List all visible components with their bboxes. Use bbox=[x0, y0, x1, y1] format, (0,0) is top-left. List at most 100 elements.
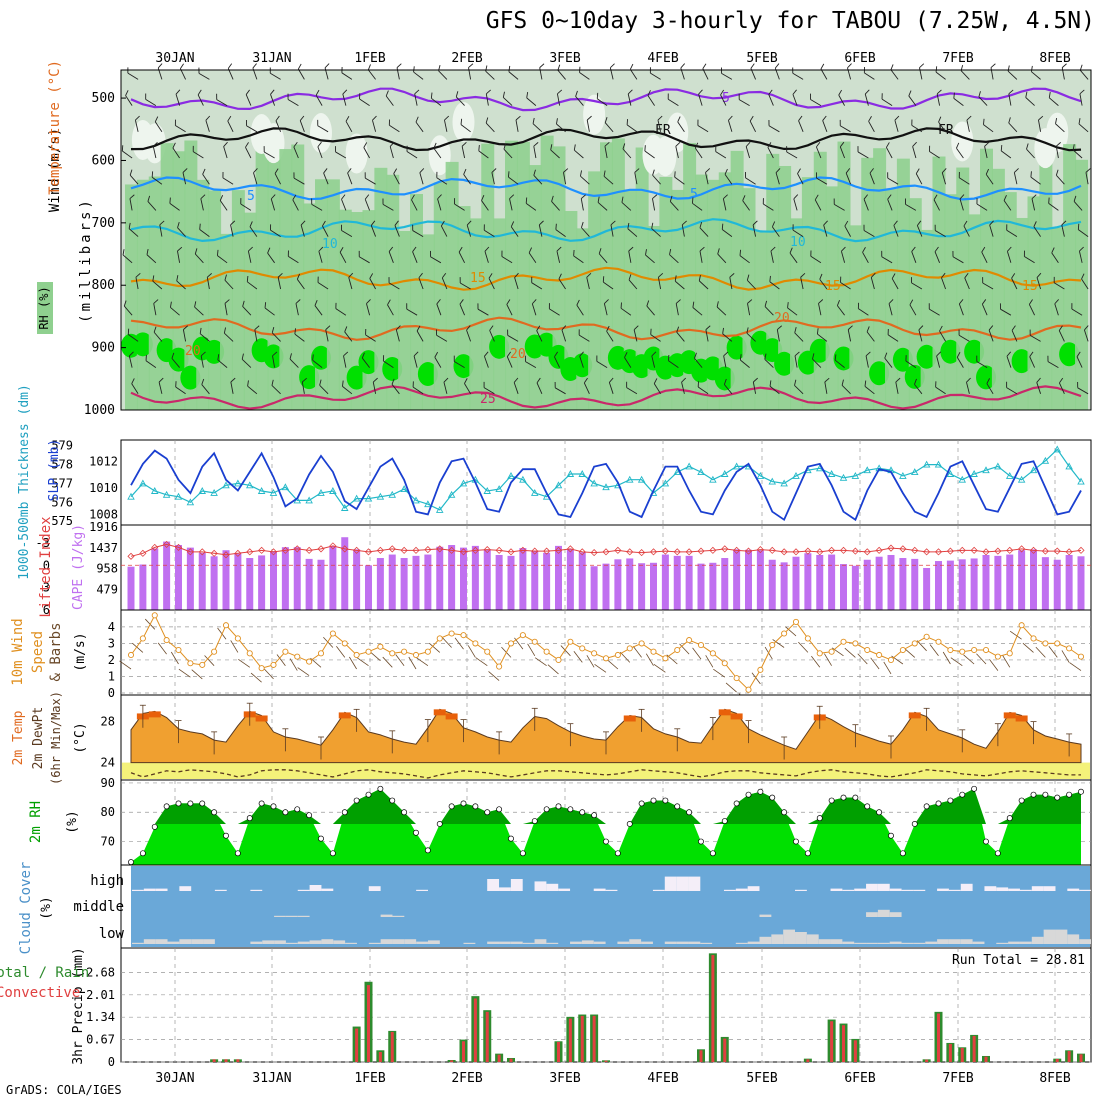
barb-staff bbox=[914, 384, 923, 395]
barb-staff bbox=[263, 668, 274, 680]
barb-staff bbox=[1079, 69, 1089, 80]
rh-column bbox=[635, 147, 649, 410]
wind-barb bbox=[768, 89, 774, 106]
barb-staff bbox=[197, 94, 204, 106]
wind-speed-point bbox=[424, 648, 431, 655]
wind-barb bbox=[912, 141, 917, 159]
barb-staff bbox=[247, 281, 258, 290]
barb-flag bbox=[274, 168, 279, 174]
barb-staff bbox=[742, 200, 750, 211]
li-point bbox=[1018, 545, 1026, 553]
barb-staff bbox=[483, 387, 495, 395]
wind-speed-point bbox=[401, 648, 408, 655]
barb-staff bbox=[123, 305, 133, 316]
barb-flag bbox=[194, 301, 197, 308]
barb-flag bbox=[959, 194, 965, 200]
wind-barb bbox=[123, 300, 133, 316]
barb-flag bbox=[918, 325, 924, 331]
precip-convective-bar bbox=[723, 1038, 727, 1062]
barb-staff bbox=[433, 148, 442, 159]
rh-point bbox=[781, 809, 788, 816]
barb-flag bbox=[787, 302, 789, 308]
barb-flag bbox=[335, 146, 336, 152]
barb-staff bbox=[935, 71, 946, 80]
thickness-point bbox=[922, 460, 931, 468]
cape-bar bbox=[460, 547, 467, 610]
wind-barb bbox=[317, 276, 329, 290]
barb-flag bbox=[810, 93, 812, 100]
wind-barb-10m bbox=[798, 641, 809, 653]
li-point bbox=[424, 546, 432, 554]
barb-flag bbox=[248, 246, 253, 252]
barb-staff bbox=[767, 147, 774, 159]
barb-staff bbox=[903, 647, 916, 658]
cape-bar bbox=[840, 564, 847, 610]
barb-staff bbox=[359, 98, 370, 106]
barb-flag bbox=[884, 352, 888, 359]
wind-barb-10m bbox=[276, 654, 286, 666]
wind-barb-10m bbox=[336, 645, 346, 658]
wind-barb bbox=[885, 142, 893, 159]
wind-barb bbox=[928, 303, 940, 316]
wind-barb bbox=[723, 378, 733, 395]
cloud-bar-high bbox=[416, 889, 428, 891]
barb-staff bbox=[885, 147, 893, 159]
barb-flag bbox=[363, 142, 368, 148]
wind-barb bbox=[412, 246, 418, 263]
barb-staff bbox=[909, 304, 917, 316]
barb-flag bbox=[702, 63, 707, 69]
barb-staff bbox=[692, 307, 703, 316]
barb-staff bbox=[485, 70, 495, 80]
chart-title: GFS 0~10day 3-hourly for TABOU (7.25W, 4… bbox=[485, 8, 1095, 34]
barb-flag bbox=[887, 172, 889, 179]
wind-barb-10m bbox=[785, 626, 797, 637]
barb-staff bbox=[752, 381, 757, 394]
thickness-point bbox=[257, 487, 266, 494]
barb-flag bbox=[434, 351, 439, 358]
cape-bar bbox=[816, 554, 824, 610]
cape-bar bbox=[673, 555, 681, 610]
barb-flag bbox=[503, 143, 507, 150]
barb-flag bbox=[705, 325, 711, 330]
wind-barb bbox=[1072, 144, 1083, 159]
cloud-bar-high bbox=[368, 886, 381, 891]
barb-staff bbox=[485, 93, 489, 106]
li-point bbox=[685, 548, 693, 556]
barb-staff bbox=[459, 282, 471, 290]
li-point bbox=[1053, 547, 1061, 555]
barb-flag bbox=[794, 379, 797, 386]
barb-staff bbox=[881, 256, 893, 264]
barb-staff bbox=[692, 202, 703, 211]
barb-staff bbox=[963, 225, 970, 237]
barb-staff bbox=[1006, 251, 1012, 263]
barb-staff bbox=[820, 68, 828, 80]
barb-staff bbox=[198, 73, 210, 80]
barb-flag bbox=[680, 63, 686, 69]
wind-barb-10m bbox=[356, 657, 369, 667]
wind-barb bbox=[131, 378, 139, 395]
barb-staff bbox=[418, 277, 424, 290]
rh-saturated-blob bbox=[976, 365, 996, 390]
barb-flag bbox=[646, 300, 650, 307]
wind-speed-point bbox=[329, 630, 336, 637]
barb-staff bbox=[153, 331, 163, 342]
barb-flag bbox=[575, 90, 578, 97]
rh-column bbox=[148, 176, 162, 410]
barb-staff bbox=[745, 146, 751, 159]
barb-flag bbox=[624, 352, 628, 358]
wind-barb bbox=[864, 380, 875, 395]
cape-bar bbox=[507, 555, 515, 610]
barb-staff bbox=[645, 653, 654, 666]
cape-bar bbox=[982, 554, 990, 610]
legend-convective: Convective bbox=[0, 985, 80, 1001]
barb-flag bbox=[406, 303, 408, 310]
precip-convective-bar bbox=[1055, 1058, 1059, 1062]
barb-flag bbox=[533, 142, 539, 147]
barb-staff bbox=[911, 251, 917, 263]
wind-barb bbox=[223, 327, 234, 342]
rh-point bbox=[543, 806, 550, 813]
barb-staff bbox=[1081, 278, 1089, 290]
cloud-bar-high bbox=[179, 886, 192, 891]
wind-speed-point bbox=[852, 640, 859, 647]
barb-flag bbox=[389, 141, 395, 147]
